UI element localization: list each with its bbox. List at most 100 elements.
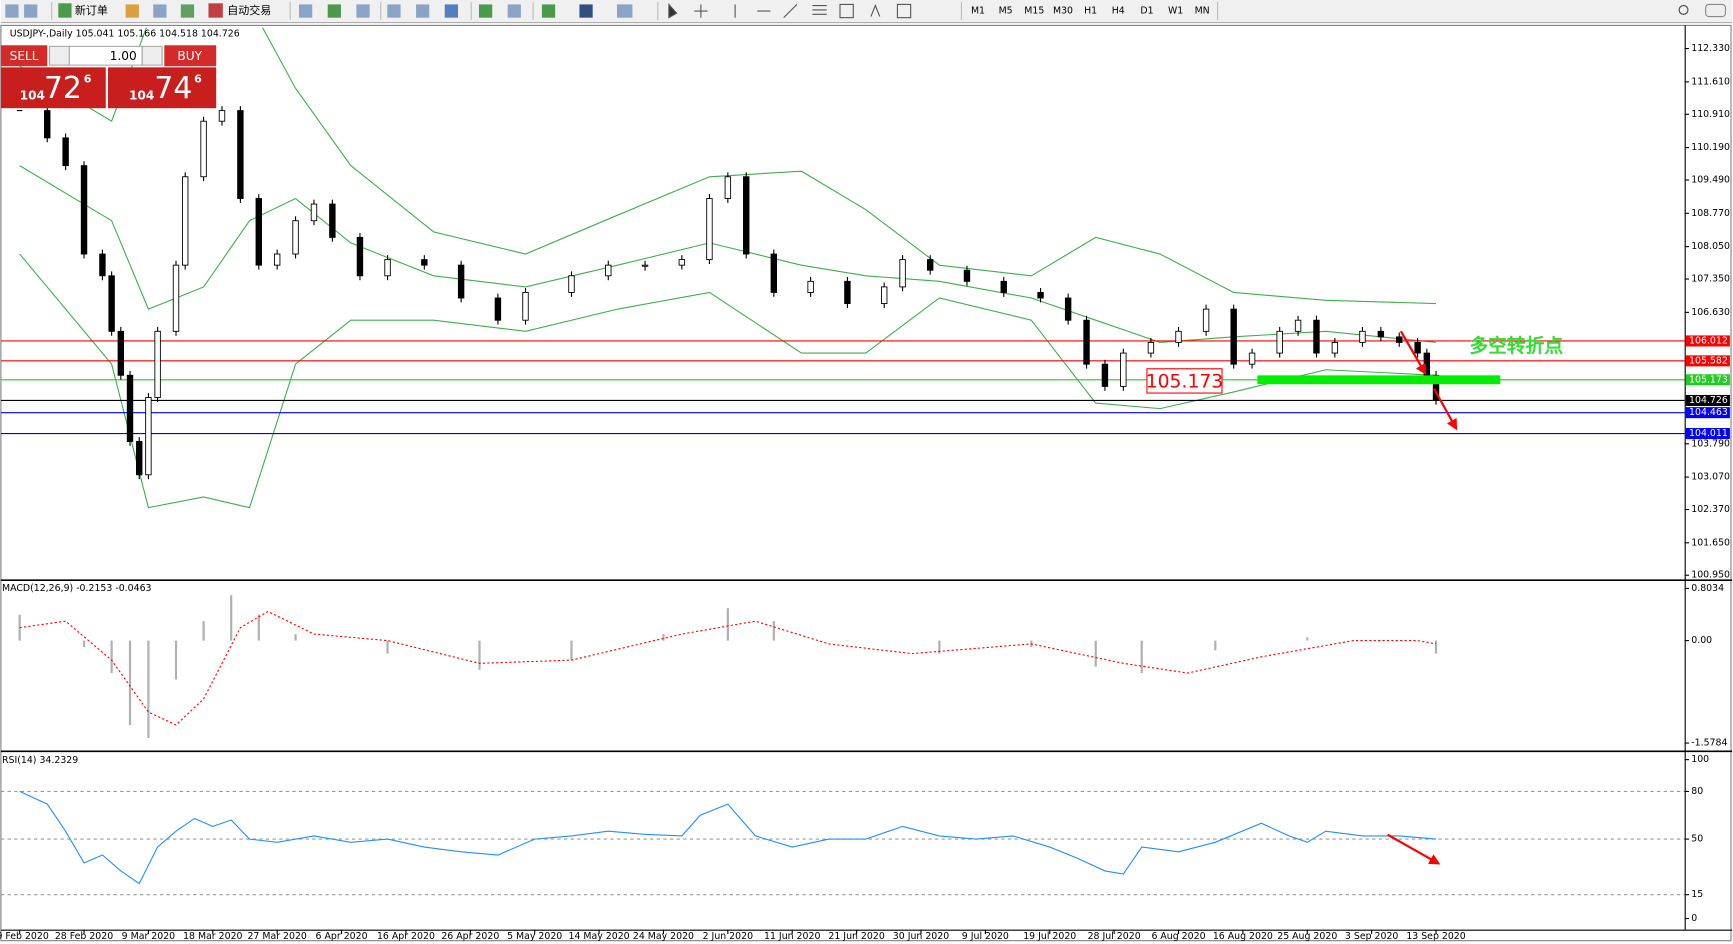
y-tick-label: 108.770	[1691, 208, 1730, 219]
x-tick-label: 25 Aug 2020	[1277, 931, 1337, 942]
plot-area	[18, 595, 1438, 738]
price-pane: 112.330 111.610 110.910 110.190 109.490 108.7…	[0, 27, 1730, 581]
macd-bar	[386, 640, 389, 654]
y-tick-label: 15	[1691, 889, 1703, 900]
sell-button[interactable]	[0, 45, 48, 67]
price-label: 106.012	[1689, 335, 1728, 346]
candle	[1248, 352, 1256, 365]
plot-area	[0, 790, 1685, 896]
price-label: 105.173	[1689, 374, 1728, 385]
candle	[62, 137, 69, 167]
candle	[384, 259, 391, 277]
bid-fraction: 6	[84, 72, 92, 85]
x-tick-label: 27 Mar 2020	[247, 931, 306, 942]
candle	[457, 264, 465, 299]
y-tick-label: 0.8034	[1691, 583, 1724, 594]
macd-bar	[1379, 640, 1382, 642]
timeframe-button[interactable]: H1	[1084, 6, 1097, 17]
candle	[568, 275, 575, 293]
macd-bar	[1214, 640, 1217, 651]
y-tick-label: 80	[1691, 786, 1703, 797]
candle	[1120, 352, 1127, 387]
price-label-bg	[1685, 394, 1730, 406]
candle	[641, 264, 649, 267]
pane-title: RSI(14) 34.2329	[2, 755, 78, 766]
zone-marker	[1257, 375, 1501, 385]
x-tick-label: 21 Jun 2020	[828, 931, 884, 942]
x-tick-label: 6 Apr 2020	[316, 931, 368, 942]
y-tick-label: 103.790	[1691, 438, 1730, 449]
bid-pips: 72	[44, 71, 82, 106]
timeframe-button[interactable]: M1	[971, 6, 985, 17]
price-label-bg	[1685, 407, 1730, 419]
auto-trading-button[interactable]: 自动交易	[227, 3, 271, 17]
candle	[200, 120, 207, 178]
candle	[880, 286, 888, 305]
search-icon[interactable]	[1678, 4, 1689, 15]
macd-bar	[1094, 640, 1097, 667]
timeframe-button[interactable]: H4	[1112, 6, 1125, 17]
candle	[329, 203, 336, 238]
candle	[126, 374, 134, 442]
x-tick-label: 18 Mar 2020	[183, 931, 242, 942]
price-label-bg	[1685, 428, 1730, 440]
candle	[1202, 308, 1210, 332]
annotation: 105.173	[1146, 372, 1224, 393]
drawing-tools	[668, 2, 912, 19]
candle	[1396, 336, 1403, 343]
candle	[292, 220, 299, 255]
candle	[108, 275, 115, 332]
y-tick-label: 106.630	[1691, 307, 1730, 318]
lots-value: 1.00	[110, 49, 137, 63]
chat-icon[interactable]	[1705, 3, 1727, 18]
timeframe-button[interactable]: M30	[1053, 6, 1073, 17]
y-tick-label: 100.950	[1691, 570, 1730, 581]
pane-title: USDJPY-,Daily 105.041 105.166 104.518 10…	[10, 29, 240, 40]
y-tick-label: 110.190	[1691, 142, 1730, 153]
candle	[605, 264, 612, 277]
y-tick-label: 102.370	[1691, 504, 1730, 515]
timeframe-button[interactable]: M5	[999, 6, 1013, 17]
candle	[678, 259, 686, 266]
macd-bar	[128, 640, 132, 725]
candle	[926, 259, 934, 271]
candle	[807, 280, 814, 293]
candle	[136, 441, 143, 476]
x-tick-label: 16 Apr 2020	[377, 931, 435, 942]
timeframe-button[interactable]: MN	[1195, 6, 1210, 17]
candle	[724, 176, 732, 199]
candle	[1331, 341, 1339, 354]
timeframe-button[interactable]: M15	[1024, 6, 1044, 17]
candle	[356, 236, 364, 277]
timeframe-button[interactable]: W1	[1168, 6, 1183, 17]
ask-box[interactable]	[107, 67, 217, 109]
candle	[706, 198, 713, 261]
x-tick-label: 26 Apr 2020	[441, 931, 499, 942]
new-order-button[interactable]: 新订单	[75, 3, 108, 17]
macd-bar	[110, 640, 113, 674]
candle	[1147, 341, 1155, 354]
lots-down[interactable]	[48, 45, 70, 66]
timeframe-button[interactable]: D1	[1140, 6, 1153, 17]
toolbar-separators	[51, 2, 1219, 20]
x-tick-label: 30 Jun 2020	[893, 931, 949, 942]
macd-bar	[294, 634, 297, 641]
candle	[1377, 330, 1385, 338]
candle	[1276, 330, 1283, 354]
timeframes: M1 M5 M15 M30 H1 H4 D1 W1 MN	[971, 6, 1210, 17]
bid-box[interactable]	[0, 67, 106, 109]
buy-button[interactable]	[164, 45, 217, 67]
macd-bar	[478, 640, 481, 670]
candle	[182, 176, 189, 266]
y-tick-label: 108.050	[1691, 241, 1730, 252]
bollinger-band	[19, 27, 1437, 305]
arrow	[1433, 388, 1458, 431]
pane-title: MACD(12,26,9) -0.2153 -0.0463	[2, 583, 152, 594]
lots-up[interactable]	[141, 45, 163, 66]
ask-fraction: 6	[194, 72, 202, 85]
y-tick-label: 111.610	[1691, 76, 1730, 87]
candle	[1230, 308, 1237, 365]
rsi-line	[19, 790, 1437, 885]
